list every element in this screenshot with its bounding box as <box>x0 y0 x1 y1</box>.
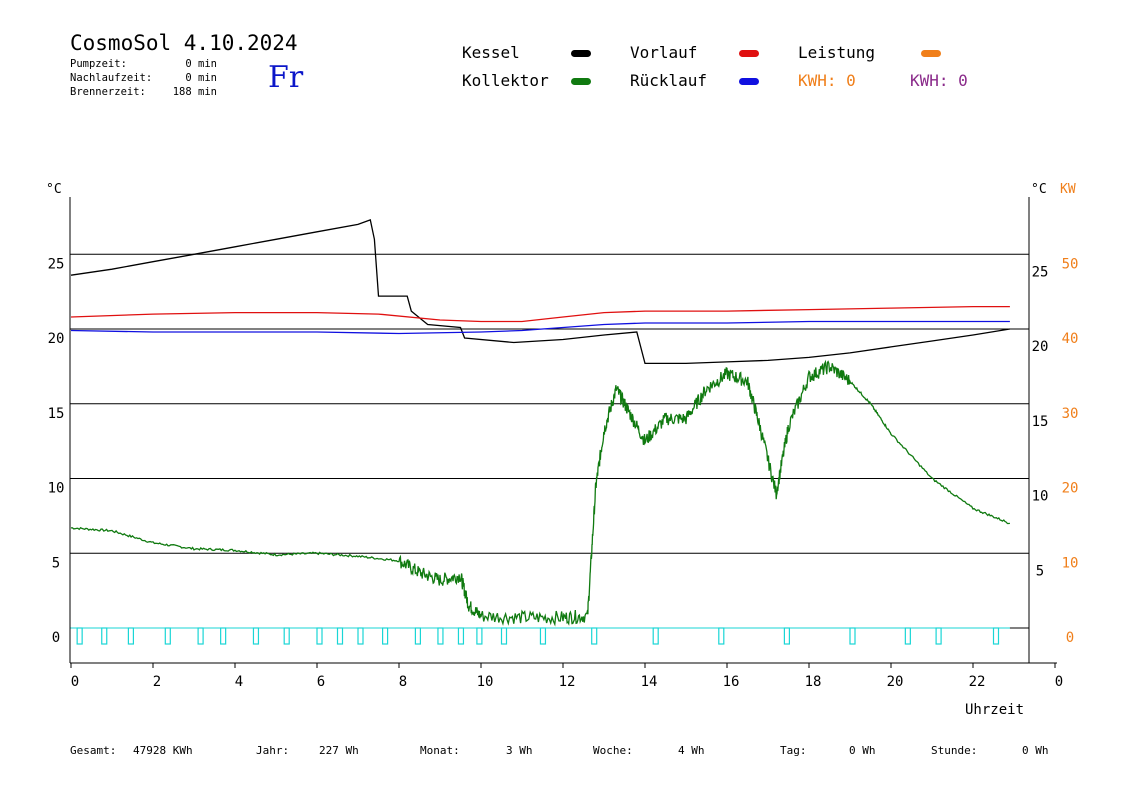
pump-cycle-marker <box>252 627 260 645</box>
footer-woche-value: 4 Wh <box>678 744 705 757</box>
legend-leistung-swatch <box>921 50 941 57</box>
pump-cycle-marker <box>197 627 204 645</box>
legend-kwh-orange: KWH: 0 <box>798 71 856 90</box>
pump-cycle-marker <box>500 627 508 645</box>
pump-cycle-marker <box>127 627 134 645</box>
pump-cycle-marker <box>220 627 227 645</box>
y-tick-label-right: 25 <box>1032 264 1049 280</box>
footer-tag-label: Tag: <box>780 744 807 757</box>
footer-gesamt-value: 47928 KWh <box>133 744 193 757</box>
footer-woche-label: Woche: <box>593 744 633 757</box>
x-tick-label: 16 <box>723 674 740 690</box>
y2-tick-label: 10 <box>1062 555 1079 571</box>
footer-tag-value: 0 Wh <box>849 744 876 757</box>
legend-kollektor-swatch <box>571 78 591 85</box>
pump-cycle-marker <box>164 627 171 645</box>
x-tick-label: 14 <box>641 674 658 690</box>
pump-cycle-marker <box>904 627 911 645</box>
stat-value-pumpzeit: 0 min <box>185 58 217 70</box>
y-tick-label-right: 5 <box>1036 563 1044 579</box>
y2-axis-label: KW <box>1060 182 1076 197</box>
pump-cycle-marker <box>539 627 547 645</box>
stat-label-pumpzeit: Pumpzeit: <box>70 58 127 70</box>
y2-tick-label: 0 <box>1066 630 1074 646</box>
stat-value-nachlaufzeit: 0 min <box>185 72 217 84</box>
pump-cycle-marker <box>457 627 465 645</box>
y2-tick-label: 30 <box>1062 406 1079 422</box>
pump-cycle-marker <box>336 627 344 645</box>
legend-leistung-label: Leistung <box>798 43 876 62</box>
pump-cycle-marker <box>783 627 791 645</box>
y2-tick-label: 20 <box>1062 481 1079 497</box>
series-ruecklauf <box>70 320 1010 335</box>
legend-vorlauf-label: Vorlauf <box>630 43 698 62</box>
chart-title: CosmoSol 4.10.2024 <box>70 31 298 55</box>
pump-cycle-marker <box>652 627 659 645</box>
footer-monat-value: 3 Wh <box>506 744 533 757</box>
y-tick-label-left: 0 <box>52 630 60 646</box>
pump-cycle-marker <box>357 627 364 645</box>
pump-cycle-marker <box>414 627 421 645</box>
x-tick-label: 4 <box>235 674 243 690</box>
y-tick-label-left: 25 <box>48 256 65 272</box>
footer-gesamt-label: Gesamt: <box>70 744 117 757</box>
y-tick-label-right: 15 <box>1032 414 1049 430</box>
legend-kwh-purple: KWH: 0 <box>910 71 968 90</box>
weekday-label: Fr <box>268 60 304 95</box>
pump-cycle-marker <box>101 627 108 645</box>
x-tick-label: 18 <box>805 674 822 690</box>
x-axis-label: Uhrzeit <box>965 702 1024 718</box>
pump-cycle-marker <box>476 627 483 645</box>
pump-cycle-marker <box>718 627 725 645</box>
pump-cycle-marker <box>935 627 942 645</box>
footer-stunde-label: Stunde: <box>931 744 978 757</box>
footer-jahr-value: 227 Wh <box>319 744 359 757</box>
y2-tick-label: 50 <box>1062 256 1079 272</box>
series-vorlauf <box>70 305 1010 323</box>
pump-cycle-marker <box>316 627 323 645</box>
legend-kollektor-label: Kollektor <box>462 71 549 90</box>
y-tick-label-left: 10 <box>48 481 65 497</box>
series-kollektor <box>70 359 1010 627</box>
y-tick-label-right: 10 <box>1032 489 1049 505</box>
legend-kessel-swatch <box>571 50 591 57</box>
stat-value-brennerzeit: 188 min <box>172 86 217 98</box>
x-tick-label: 8 <box>399 674 407 690</box>
legend-kessel-label: Kessel <box>462 43 520 62</box>
x-tick-label: 0 <box>1055 674 1063 690</box>
x-tick-label: 10 <box>477 674 494 690</box>
legend-ruecklauf-swatch <box>739 78 759 85</box>
y-axis-label-left: °C <box>46 182 62 197</box>
pump-cycle-marker <box>849 627 856 645</box>
stat-label-nachlaufzeit: Nachlaufzeit: <box>70 72 153 84</box>
y2-tick-label: 40 <box>1062 331 1079 347</box>
y-tick-label-left: 5 <box>52 555 60 571</box>
pump-cycle-marker <box>992 627 1000 645</box>
pump-cycle-marker <box>591 627 598 645</box>
y-tick-label-left: 20 <box>48 331 65 347</box>
pump-cycle-marker <box>283 627 290 645</box>
pump-cycle-marker <box>382 627 389 645</box>
y-tick-label-right: 20 <box>1032 339 1049 355</box>
x-tick-label: 6 <box>317 674 325 690</box>
stat-label-brennerzeit: Brennerzeit: <box>70 86 146 98</box>
pump-cycle-marker <box>437 627 444 645</box>
x-tick-label: 12 <box>559 674 576 690</box>
footer-jahr-label: Jahr: <box>256 744 290 757</box>
footer-stunde-value: 0 Wh <box>1022 744 1049 757</box>
x-tick-label: 20 <box>887 674 904 690</box>
y-axis-label-right: °C <box>1031 182 1047 197</box>
legend-ruecklauf-label: Rücklauf <box>630 71 708 90</box>
series-kessel <box>70 219 1011 365</box>
footer-monat-label: Monat: <box>420 744 460 757</box>
y-tick-label-left: 15 <box>48 406 65 422</box>
legend-vorlauf-swatch <box>739 50 759 57</box>
x-tick-label: 22 <box>969 674 986 690</box>
x-tick-label: 2 <box>153 674 161 690</box>
pump-cycle-marker <box>76 627 83 645</box>
x-tick-label: 0 <box>71 674 79 690</box>
